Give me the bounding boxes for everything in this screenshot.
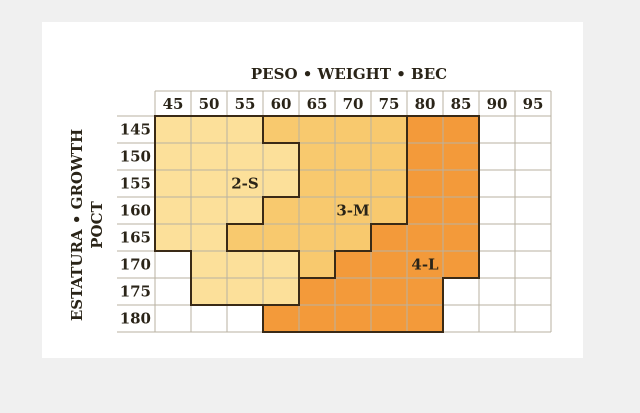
size-chart: PESO • WEIGHT • BEC 45 50 55 60 65 70 75 80 85 90… xyxy=(68,65,552,333)
cell-4-l-80-180 xyxy=(407,305,443,332)
size-chart-card: PESO • WEIGHT • BEC 45 50 55 60 65 70 75 80 85 90… xyxy=(42,22,583,358)
cell-4-l-85-170 xyxy=(443,251,479,278)
cell-4-l-60-180 xyxy=(263,305,299,332)
cell-2-s-45-145 xyxy=(155,116,191,143)
cell-3-m-65-155 xyxy=(299,170,335,197)
cell-4-l-70-170 xyxy=(335,251,371,278)
y-tick-170: 170 xyxy=(120,256,151,274)
cell-2-s-45-155 xyxy=(155,170,191,197)
x-tick-75: 75 xyxy=(379,95,400,113)
cell-3-m-70-165 xyxy=(335,224,371,251)
cell-4-l-80-155 xyxy=(407,170,443,197)
cell-2-s-60-175 xyxy=(263,278,299,305)
cell-3-m-65-170 xyxy=(299,251,335,278)
x-tick-55: 55 xyxy=(235,95,256,113)
cell-2-s-55-145 xyxy=(227,116,263,143)
cell-4-l-65-175 xyxy=(299,278,335,305)
chart-title: PESO • WEIGHT • BEC xyxy=(251,65,447,83)
cell-3-m-60-145 xyxy=(263,116,299,143)
cell-2-s-60-170 xyxy=(263,251,299,278)
cell-3-m-75-150 xyxy=(371,143,407,170)
cell-4-l-80-150 xyxy=(407,143,443,170)
cell-3-m-55-165 xyxy=(227,224,263,251)
cell-4-l-65-180 xyxy=(299,305,335,332)
cell-2-s-45-150 xyxy=(155,143,191,170)
cell-2-s-50-155 xyxy=(191,170,227,197)
x-tick-70: 70 xyxy=(343,95,364,113)
cell-3-m-75-160 xyxy=(371,197,407,224)
x-tick-85: 85 xyxy=(451,95,472,113)
cell-2-s-55-175 xyxy=(227,278,263,305)
x-tick-labels: 45 50 55 60 65 70 75 80 85 90 95 xyxy=(163,95,544,113)
cell-2-s-60-150 xyxy=(263,143,299,170)
cell-3-m-75-155 xyxy=(371,170,407,197)
cell-4-l-85-150 xyxy=(443,143,479,170)
y-tick-145: 145 xyxy=(120,121,151,139)
cell-3-m-70-155 xyxy=(335,170,371,197)
cell-4-l-70-175 xyxy=(335,278,371,305)
cell-2-s-55-155 xyxy=(227,170,263,197)
region-label-3-m: 3-M xyxy=(336,202,369,220)
cell-4-l-85-160 xyxy=(443,197,479,224)
cell-4-l-85-165 xyxy=(443,224,479,251)
cell-3-m-70-145 xyxy=(335,116,371,143)
cell-4-l-80-160 xyxy=(407,197,443,224)
y-tick-155: 155 xyxy=(120,175,151,193)
cell-3-m-60-160 xyxy=(263,197,299,224)
cell-4-l-75-165 xyxy=(371,224,407,251)
x-tick-50: 50 xyxy=(199,95,220,113)
cell-2-s-50-175 xyxy=(191,278,227,305)
cell-4-l-70-180 xyxy=(335,305,371,332)
cell-2-s-55-160 xyxy=(227,197,263,224)
y-axis-label-line1: ESTATURA • GROWTH xyxy=(68,129,86,321)
cell-3-m-75-145 xyxy=(371,116,407,143)
cell-2-s-50-145 xyxy=(191,116,227,143)
cell-4-l-85-145 xyxy=(443,116,479,143)
region-labels: 2-S 3-M 4-L xyxy=(231,175,439,274)
y-tick-labels: 145 150 155 160 165 170 175 180 xyxy=(120,121,151,328)
y-tick-150: 150 xyxy=(120,148,151,166)
cell-4-l-80-170 xyxy=(407,251,443,278)
y-tick-160: 160 xyxy=(120,202,151,220)
region-label-2-s: 2-S xyxy=(231,175,259,193)
x-tick-80: 80 xyxy=(415,95,436,113)
cell-3-m-70-150 xyxy=(335,143,371,170)
x-tick-90: 90 xyxy=(487,95,508,113)
x-tick-65: 65 xyxy=(307,95,328,113)
cell-4-l-80-145 xyxy=(407,116,443,143)
cell-2-s-60-155 xyxy=(263,170,299,197)
cell-4-l-80-165 xyxy=(407,224,443,251)
cell-3-m-65-145 xyxy=(299,116,335,143)
cell-4-l-75-180 xyxy=(371,305,407,332)
x-tick-45: 45 xyxy=(163,95,184,113)
y-tick-175: 175 xyxy=(120,283,151,301)
cell-2-s-45-165 xyxy=(155,224,191,251)
cell-4-l-80-175 xyxy=(407,278,443,305)
y-axis-label-line2: POCT xyxy=(88,200,106,248)
region-outlines xyxy=(154,115,480,333)
cell-4-l-75-175 xyxy=(371,278,407,305)
cell-3-m-65-165 xyxy=(299,224,335,251)
cell-3-m-65-150 xyxy=(299,143,335,170)
cell-2-s-55-170 xyxy=(227,251,263,278)
y-tick-180: 180 xyxy=(120,310,151,328)
y-tick-165: 165 xyxy=(120,229,151,247)
region-label-4-l: 4-L xyxy=(411,256,439,274)
cell-2-s-45-160 xyxy=(155,197,191,224)
x-tick-95: 95 xyxy=(523,95,544,113)
cell-2-s-50-165 xyxy=(191,224,227,251)
cell-3-m-60-165 xyxy=(263,224,299,251)
cell-3-m-65-160 xyxy=(299,197,335,224)
cell-2-s-50-170 xyxy=(191,251,227,278)
cell-2-s-50-150 xyxy=(191,143,227,170)
size-regions xyxy=(155,116,479,332)
cell-2-s-55-150 xyxy=(227,143,263,170)
cell-2-s-50-160 xyxy=(191,197,227,224)
cell-3-m-70-160 xyxy=(335,197,371,224)
cell-4-l-85-155 xyxy=(443,170,479,197)
cell-4-l-75-170 xyxy=(371,251,407,278)
y-axis-label: ESTATURA • GROWTH POCT xyxy=(68,129,106,321)
x-tick-60: 60 xyxy=(271,95,292,113)
